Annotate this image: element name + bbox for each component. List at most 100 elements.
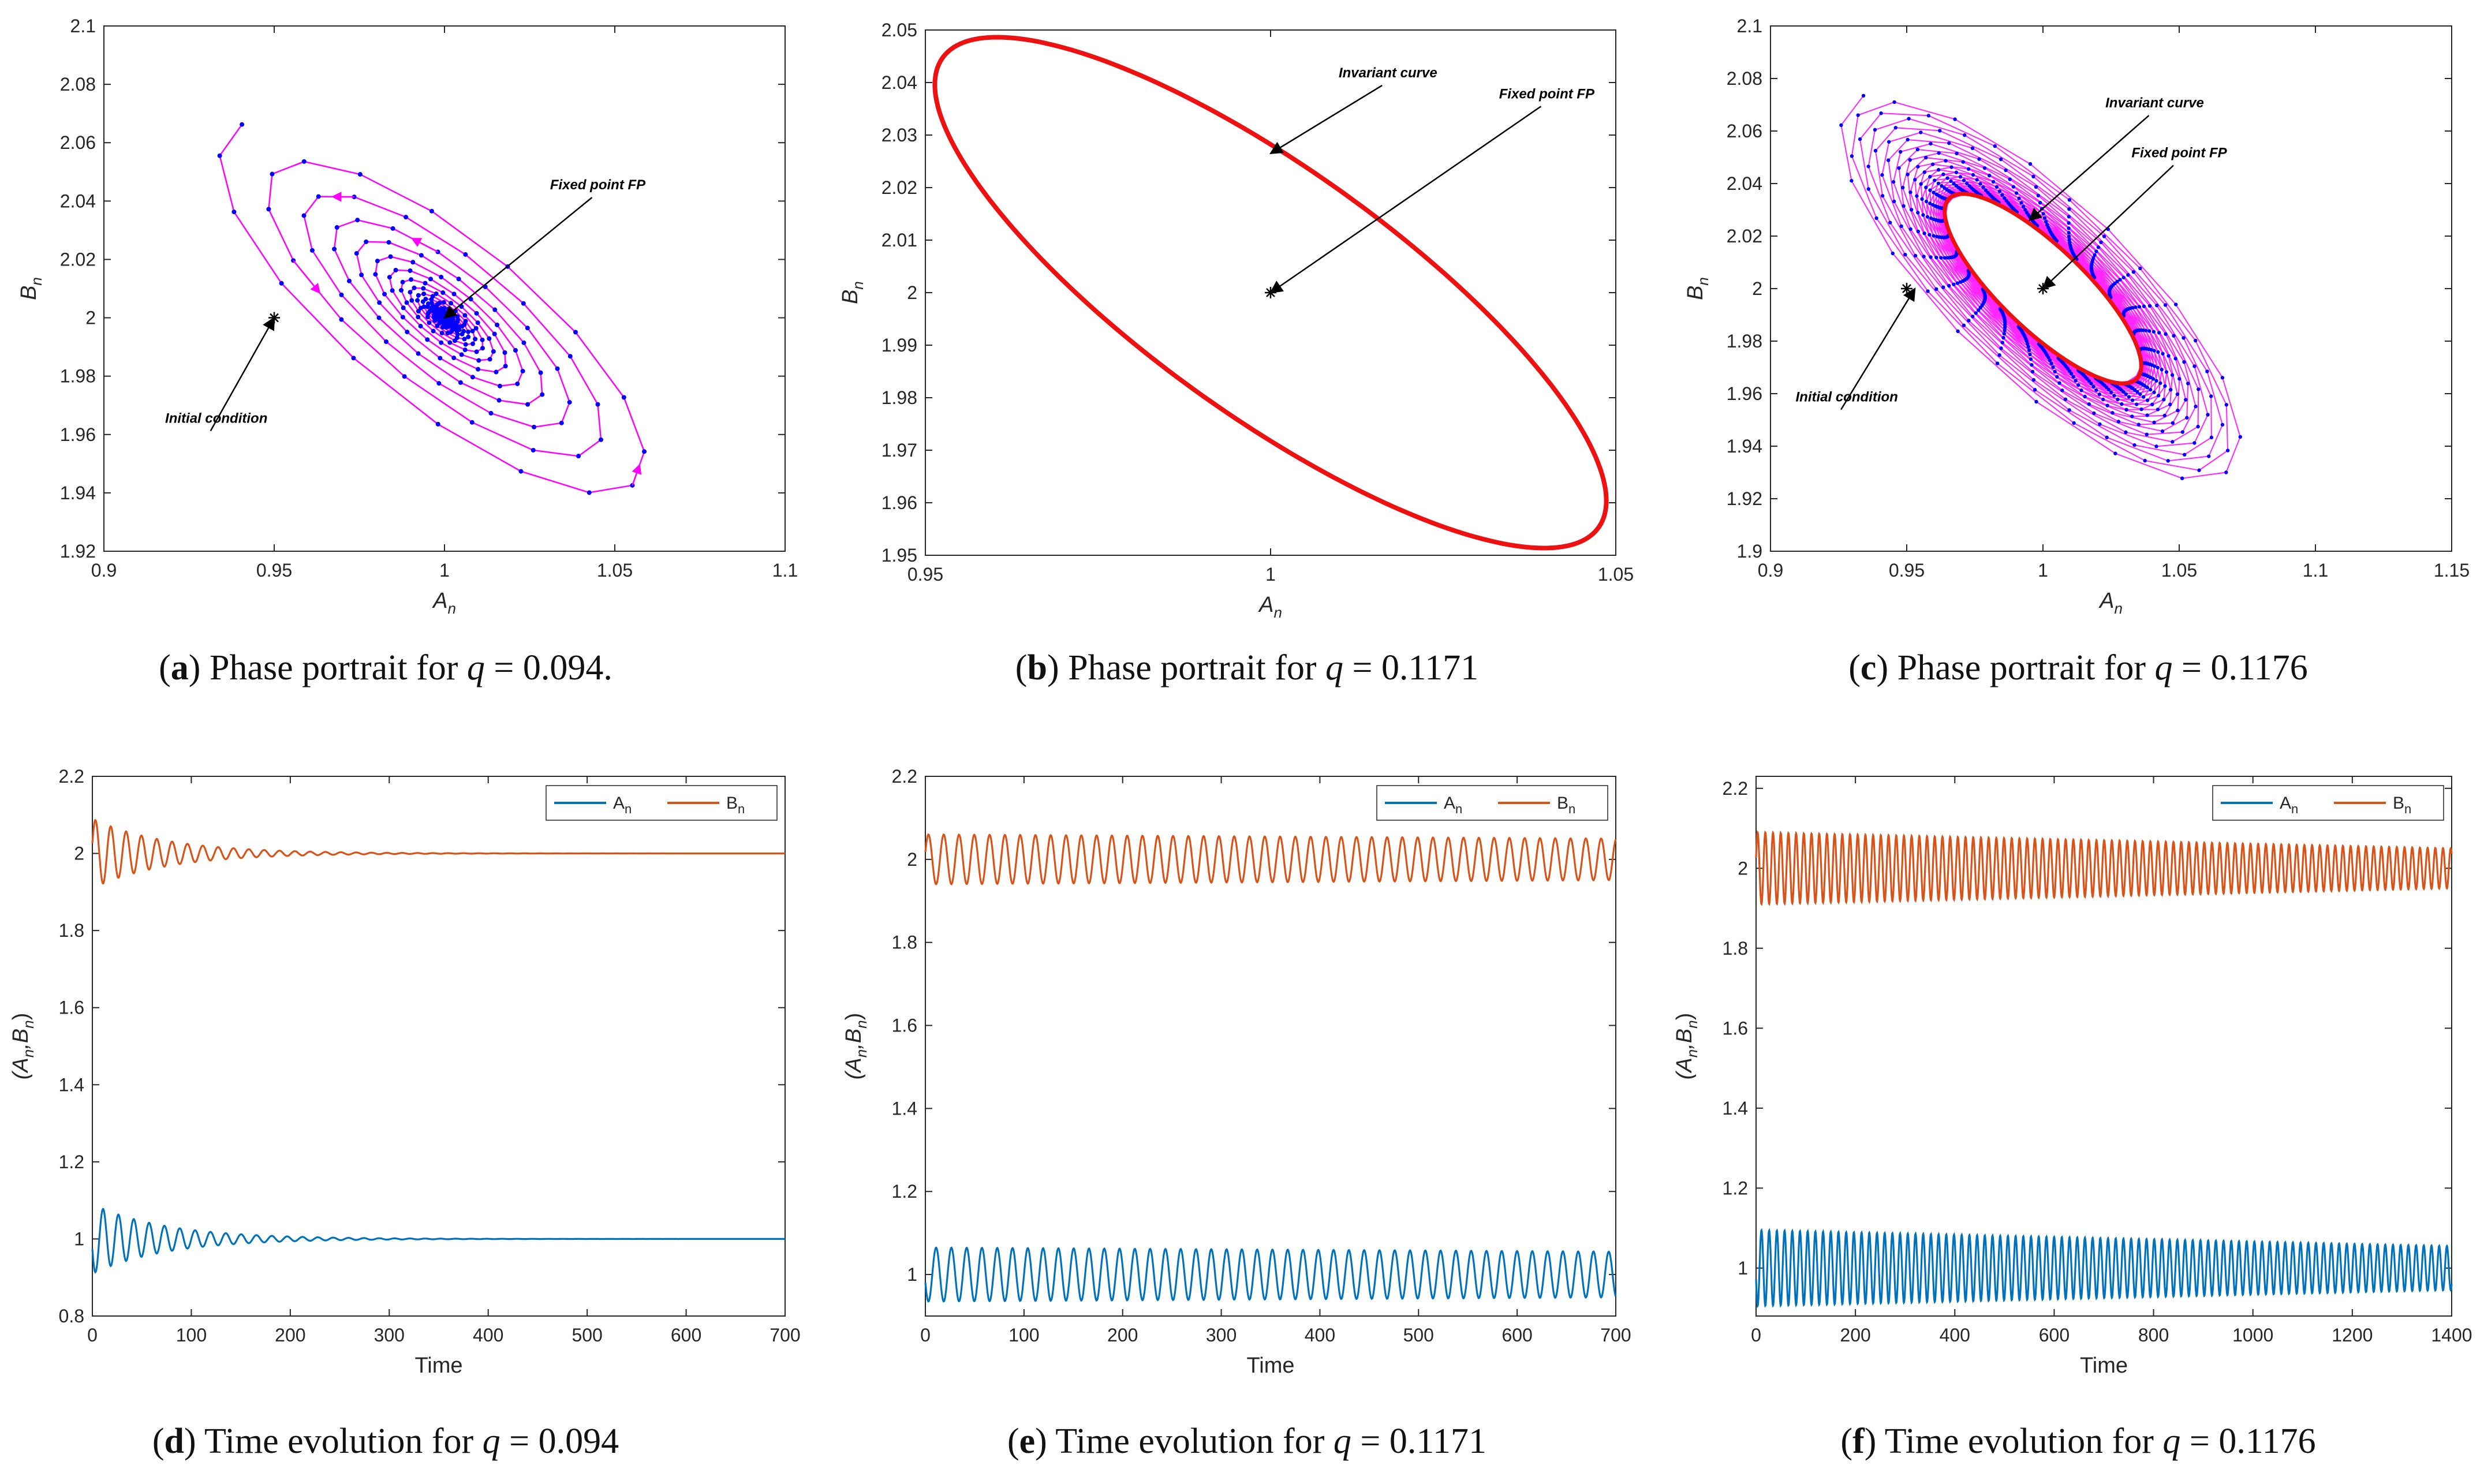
x-tick-label: 500 <box>571 1325 602 1345</box>
trajectory-point <box>521 301 526 306</box>
trajectory-point <box>301 159 307 164</box>
trajectory-point <box>1856 113 1860 117</box>
trajectory-point <box>2171 440 2175 444</box>
trajectory-point <box>2106 387 2111 392</box>
annotation-arrow <box>2042 165 2174 290</box>
series-line-Bn <box>1755 829 2453 907</box>
chart-d: 0 100 200 300 400 500 600 700 0.8 1 1.2 1.4 1.6 1.8 2 2… <box>9 766 801 1378</box>
trajectory-point <box>2163 384 2167 388</box>
caption-f: (f) Time evolution for q = 0.1176 <box>1840 1422 2316 1461</box>
chart-b: 0.95 1 1.05 1.95 1.96 1.97 1.98 1.99 2 2.01 2.02 2.… <box>838 20 1634 621</box>
trajectory-point <box>425 304 430 309</box>
subscript: n <box>853 1020 870 1028</box>
trajectory-point <box>1873 148 1878 153</box>
x-axis-label-e: Time <box>1246 1354 1294 1378</box>
trajectory-point <box>495 322 500 327</box>
y-tick-label: 2.08 <box>1727 68 1762 89</box>
trajectory-point <box>1913 253 1918 258</box>
x-tick-label: 1.15 <box>2434 560 2470 581</box>
trajectory-point <box>2096 245 2101 249</box>
subscript: n <box>1683 1049 1701 1057</box>
subscript: n <box>853 1049 870 1057</box>
trajectory-point <box>1936 181 1941 185</box>
trajectory-point <box>1978 182 1982 186</box>
y-tick-label: 1.2 <box>59 1152 84 1172</box>
trajectory-point <box>2168 402 2172 406</box>
legend-label-A: An <box>2280 794 2298 816</box>
trajectory-point <box>2057 381 2061 385</box>
trajectory-point <box>587 490 592 495</box>
trajectory-point <box>451 356 457 361</box>
trajectory-point <box>1977 308 1981 312</box>
trajectory-point <box>409 298 414 303</box>
x-tick-label: 200 <box>1107 1325 1138 1345</box>
trajectory-point <box>1929 216 1933 220</box>
trajectory-point <box>2206 413 2210 417</box>
trajectory-point <box>2177 377 2182 381</box>
trajectory-point <box>1997 353 2001 357</box>
trajectory-point <box>470 341 475 346</box>
trajectory-point <box>393 267 398 272</box>
trajectory-point <box>1909 208 1914 212</box>
x-axis-label-d: Time <box>414 1354 462 1378</box>
trajectory-point <box>2171 421 2175 425</box>
trajectory-point <box>2105 403 2109 408</box>
subscript: n <box>1273 604 1282 621</box>
x-tick-label: 0.9 <box>1758 560 1783 581</box>
x-tick-label: 100 <box>176 1325 207 1345</box>
trajectory-point <box>1952 182 1956 186</box>
trajectory-point <box>316 194 321 199</box>
legend-name: A <box>1444 794 1455 813</box>
trajectory-point <box>459 352 464 357</box>
trajectory-point <box>496 398 502 403</box>
trajectory-point <box>1952 282 1956 286</box>
trajectory-point <box>1962 178 1966 182</box>
trajectory-point <box>462 347 468 353</box>
trajectory-point <box>438 356 443 361</box>
trajectory-point <box>2028 352 2032 357</box>
trajectory-point <box>412 285 417 290</box>
y-axis-label-e: (An​,Bn​) <box>842 1013 870 1080</box>
trajectory-point <box>2109 390 2113 394</box>
trajectory-point <box>2003 328 2007 332</box>
trajectory-point <box>354 251 359 256</box>
trajectory-point <box>1926 114 1931 118</box>
trajectory-point <box>470 375 475 380</box>
label-text: ) <box>842 1013 866 1021</box>
plot-frame-d <box>92 776 786 1317</box>
y-tick-label: 1.8 <box>892 932 917 953</box>
legend-subscript: n <box>738 802 745 816</box>
trajectory-point <box>2194 338 2198 343</box>
trajectory-point <box>2180 476 2184 480</box>
trajectory-point <box>2067 234 2071 239</box>
trajectory-point <box>408 290 413 295</box>
legend-name: A <box>613 794 625 813</box>
trajectory-point <box>1930 162 1935 166</box>
trajectory-point <box>567 354 573 359</box>
trajectory-point <box>497 383 502 388</box>
annotation-label: Invariant curve <box>1339 65 1437 81</box>
trajectory-point <box>2145 432 2149 436</box>
trajectory-point <box>2017 196 2021 200</box>
trajectory-point <box>332 246 337 252</box>
trajectory-point <box>2067 215 2071 219</box>
annotation-arrow <box>2028 115 2150 222</box>
trajectory-point <box>2225 448 2230 453</box>
trajectory-point <box>2069 372 2074 376</box>
trajectory-point <box>1907 117 1911 121</box>
trajectory-point <box>2038 200 2042 205</box>
trajectory-point <box>401 305 406 311</box>
subscript: n <box>20 1049 37 1057</box>
direction-arrow <box>293 260 321 294</box>
trajectory-point <box>488 410 494 416</box>
trajectory-point <box>491 349 496 354</box>
x-tick-label: 1 <box>1265 564 1276 585</box>
trajectory-point <box>531 447 536 453</box>
trajectory-point <box>1922 170 1927 174</box>
trajectory-point <box>2053 369 2057 374</box>
trajectory-point <box>1928 201 1932 205</box>
trajectory-point <box>576 454 581 459</box>
trajectory-point <box>473 326 479 331</box>
invariant-curve <box>1943 192 2143 386</box>
trajectory-point <box>2071 375 2075 379</box>
